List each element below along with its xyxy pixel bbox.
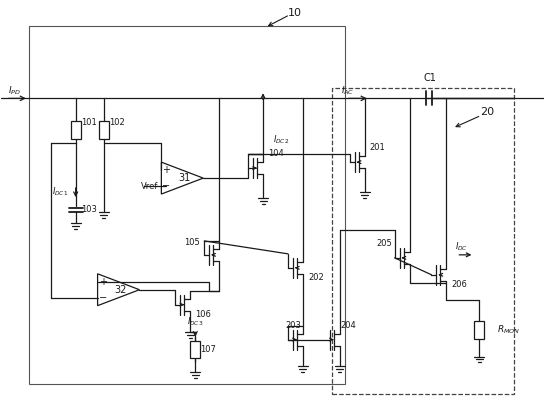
Text: 31: 31 bbox=[178, 173, 190, 183]
Bar bbox=[99, 121, 108, 139]
Text: 20: 20 bbox=[480, 107, 494, 117]
Text: $I_{PD}$: $I_{PD}$ bbox=[8, 84, 21, 97]
Text: 32: 32 bbox=[114, 285, 126, 295]
Text: $I_{DC2}$: $I_{DC2}$ bbox=[273, 134, 289, 146]
Text: $I_{AC}$: $I_{AC}$ bbox=[341, 84, 354, 97]
Text: 104: 104 bbox=[268, 149, 284, 158]
Text: −: − bbox=[99, 293, 107, 303]
Bar bbox=[29, 26, 345, 384]
Text: 105: 105 bbox=[184, 238, 200, 248]
Bar bbox=[71, 121, 81, 139]
Text: 204: 204 bbox=[341, 321, 356, 330]
Text: 203: 203 bbox=[285, 321, 301, 330]
Text: $R_{MON}$: $R_{MON}$ bbox=[497, 323, 520, 336]
Text: 107: 107 bbox=[200, 345, 216, 354]
Text: $I_{DC3}$: $I_{DC3}$ bbox=[187, 315, 203, 328]
Text: Vref: Vref bbox=[141, 181, 158, 191]
Text: +: + bbox=[162, 165, 171, 175]
Text: +: + bbox=[99, 277, 107, 287]
Text: 102: 102 bbox=[108, 118, 124, 127]
Text: C1: C1 bbox=[423, 74, 436, 84]
Text: 103: 103 bbox=[81, 206, 96, 215]
Text: 206: 206 bbox=[451, 280, 467, 289]
Text: 101: 101 bbox=[81, 118, 96, 127]
Bar bbox=[332, 89, 514, 394]
Text: $I_{DC}$: $I_{DC}$ bbox=[455, 240, 468, 253]
Text: 10: 10 bbox=[288, 7, 302, 17]
Text: $I_{DC1}$: $I_{DC1}$ bbox=[52, 186, 68, 198]
Text: 205: 205 bbox=[377, 239, 392, 248]
Bar bbox=[190, 341, 200, 359]
Text: 201: 201 bbox=[370, 143, 385, 152]
Text: 202: 202 bbox=[308, 273, 324, 282]
Bar bbox=[474, 321, 485, 339]
Text: 106: 106 bbox=[195, 310, 211, 319]
Text: −: − bbox=[162, 181, 171, 191]
